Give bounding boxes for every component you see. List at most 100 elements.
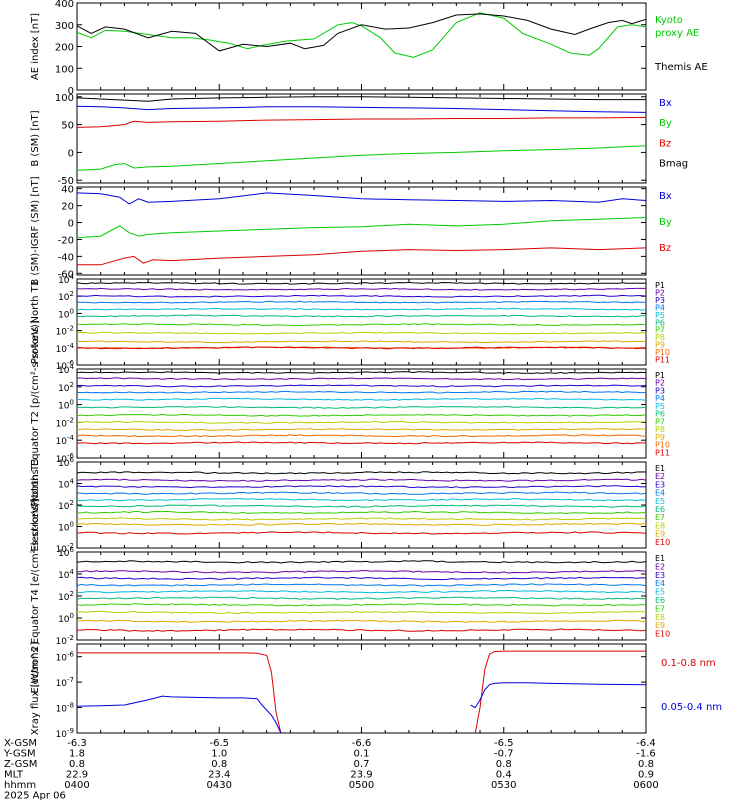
- footer-value: -1.6: [636, 749, 656, 760]
- series-e2-line: [76, 478, 647, 482]
- y-tick-label: 102: [58, 590, 74, 603]
- legend-item-p7: P7: [655, 417, 665, 426]
- series-p3-line: [76, 384, 647, 388]
- legend-item-bz: Bz: [659, 243, 671, 254]
- legend-item-p7: P7: [655, 326, 665, 335]
- series-p6-line: [77, 405, 647, 409]
- legend-item-p2: P2: [655, 379, 665, 388]
- legend-item-p9: P9: [655, 433, 665, 442]
- footer-value: 0.7: [354, 759, 370, 770]
- y-axis-label: Protons North T1: [30, 280, 41, 364]
- series-p3-line: [77, 294, 647, 298]
- y-tick-label: 10-2: [56, 542, 74, 555]
- y-tick-label: -50: [58, 176, 74, 187]
- panel-frame: [76, 643, 647, 734]
- y-axis-label: Protons Equator T2 [p/(cm²-s-sr-keV)]: [30, 320, 41, 507]
- series-e2-line: [76, 570, 647, 574]
- footer-value: 0.8: [638, 759, 654, 770]
- series-themis-ae-line: [76, 13, 647, 52]
- y-tick-label: 40: [61, 185, 74, 196]
- series-bz-line: [76, 116, 647, 128]
- y-tick-label: -40: [58, 252, 74, 263]
- footer-label-hhmm: hhmm: [4, 780, 36, 791]
- series-e8-line: [76, 517, 647, 521]
- series-p8-line: [76, 420, 647, 424]
- y-tick-label: 10-7: [56, 676, 74, 689]
- series-e9-line: [76, 619, 647, 623]
- y-tick-label: 10-2: [56, 416, 74, 429]
- series-p11-line: [76, 346, 647, 350]
- series-p9-line: [76, 428, 647, 432]
- series-p4-line: [76, 390, 647, 394]
- y-axis-label: Xray flux [W/m^2]: [30, 642, 41, 736]
- y-tick-label: 102: [58, 499, 74, 512]
- panel-frame: [76, 186, 647, 276]
- series-e1-line: [76, 560, 647, 564]
- footer-label-y-gsm: Y-GSM: [3, 749, 36, 760]
- legend-item-p1: P1: [655, 281, 665, 290]
- panel-frame: [76, 461, 647, 549]
- series-p7-line: [76, 413, 647, 417]
- y-tick-label: 10-6: [56, 359, 75, 372]
- y-tick-label: 100: [58, 399, 74, 412]
- legend-item-e4: E4: [655, 579, 665, 588]
- legend-item-e9: E9: [655, 530, 665, 539]
- series-p8-line: [76, 331, 647, 335]
- y-tick-label: 10-2: [56, 325, 74, 338]
- legend-item-e3: E3: [655, 571, 665, 580]
- footer-value: 0.8: [211, 759, 227, 770]
- series-e4-line: [76, 583, 647, 587]
- legend-item-e1: E1: [655, 554, 665, 563]
- legend-item-e10: E10: [655, 630, 670, 639]
- legend-item-e7: E7: [655, 604, 665, 613]
- series-e5-line: [76, 589, 647, 594]
- ephemeris-footer: X-GSM -6.3 -6.5 -6.6 -6.5 -6.4 Y-GSM 1.8 1.0 0.1 -…: [3, 738, 659, 800]
- y-tick-label: 10-4: [56, 342, 75, 355]
- footer-value: 0.4: [496, 770, 512, 781]
- y-tick-label: 104: [58, 478, 74, 491]
- y-axis-label: B (SM) [nT]: [30, 110, 41, 166]
- panel-8: 10-9 10-8 10-7 10-6 Xray flux [W/m^2] 0.1-0.8…: [30, 642, 722, 740]
- legend-item-e2: E2: [655, 562, 665, 571]
- legend-item-p4: P4: [655, 394, 665, 403]
- series-e1-line: [76, 471, 647, 475]
- footer-value: 0600: [633, 780, 658, 791]
- panel-frame: [76, 278, 647, 366]
- legend-item-p4: P4: [655, 303, 665, 312]
- y-tick-label: -60: [58, 269, 74, 280]
- series-e9-line: [76, 522, 647, 526]
- series-p2-line: [77, 377, 647, 381]
- series-e7-line: [76, 603, 646, 607]
- legend-item-e10: E10: [655, 538, 670, 547]
- legend-item-p1: P1: [655, 371, 665, 380]
- legend-item-xray-long: 0.1-0.8 nm: [661, 658, 716, 669]
- y-tick-label: 20: [61, 202, 74, 213]
- legend-item-p11: P11: [655, 356, 670, 365]
- legend-item-e8: E8: [655, 521, 665, 530]
- legend-item-bz: Bz: [659, 138, 671, 149]
- y-tick-label: 10-9: [56, 727, 74, 740]
- y-tick-label: 104: [58, 568, 74, 581]
- footer-value: -6.3: [67, 738, 87, 749]
- footer-value: 1.0: [211, 749, 227, 760]
- series-e3-line: [76, 485, 647, 489]
- footer-value: 23.4: [208, 770, 230, 781]
- panel-frame: [76, 551, 647, 641]
- legend-item-p8: P8: [655, 333, 665, 342]
- series-p5-line: [76, 307, 647, 311]
- y-axis-label: Electrons North T3: [30, 458, 41, 551]
- legend-item-e4: E4: [655, 489, 665, 498]
- series-p6-line: [76, 314, 646, 318]
- y-tick-label: 100: [58, 612, 74, 625]
- footer-value: -6.5: [209, 738, 229, 749]
- series-0-05-0-4-nm-line: [76, 695, 282, 734]
- y-tick-label: 100: [55, 93, 74, 104]
- legend-item-e8: E8: [655, 613, 665, 622]
- y-tick-label: 102: [58, 381, 74, 394]
- legend-item-p11: P11: [655, 448, 670, 457]
- legend-item-bx: Bx: [659, 191, 672, 202]
- series-bz-line: [77, 247, 647, 266]
- panel-frame: [76, 2, 647, 91]
- legend-item-e6: E6: [655, 505, 665, 514]
- footer-value: 0.8: [496, 759, 512, 770]
